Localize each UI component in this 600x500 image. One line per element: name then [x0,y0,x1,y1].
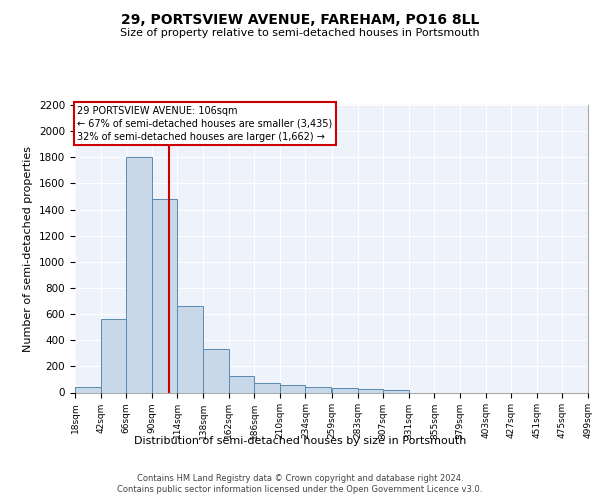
Bar [126,158,152,392]
Text: Contains public sector information licensed under the Open Government Licence v3: Contains public sector information licen… [118,485,482,494]
Bar [280,386,305,392]
Bar [152,199,178,392]
Text: Contains HM Land Registry data © Crown copyright and database right 2024.: Contains HM Land Registry data © Crown c… [137,474,463,483]
Bar [305,386,331,392]
Bar [254,384,280,392]
Text: Distribution of semi-detached houses by size in Portsmouth: Distribution of semi-detached houses by … [134,436,466,446]
Bar [358,389,383,392]
Bar [75,388,101,392]
Text: 29 PORTSVIEW AVENUE: 106sqm
← 67% of semi-detached houses are smaller (3,435)
32: 29 PORTSVIEW AVENUE: 106sqm ← 67% of sem… [77,106,332,142]
Bar [101,320,126,392]
Text: 29, PORTSVIEW AVENUE, FAREHAM, PO16 8LL: 29, PORTSVIEW AVENUE, FAREHAM, PO16 8LL [121,12,479,26]
Bar [332,388,358,392]
Bar [229,376,254,392]
Bar [383,390,409,392]
Text: Size of property relative to semi-detached houses in Portsmouth: Size of property relative to semi-detach… [120,28,480,38]
Y-axis label: Number of semi-detached properties: Number of semi-detached properties [23,146,34,352]
Bar [178,306,203,392]
Bar [203,350,229,393]
